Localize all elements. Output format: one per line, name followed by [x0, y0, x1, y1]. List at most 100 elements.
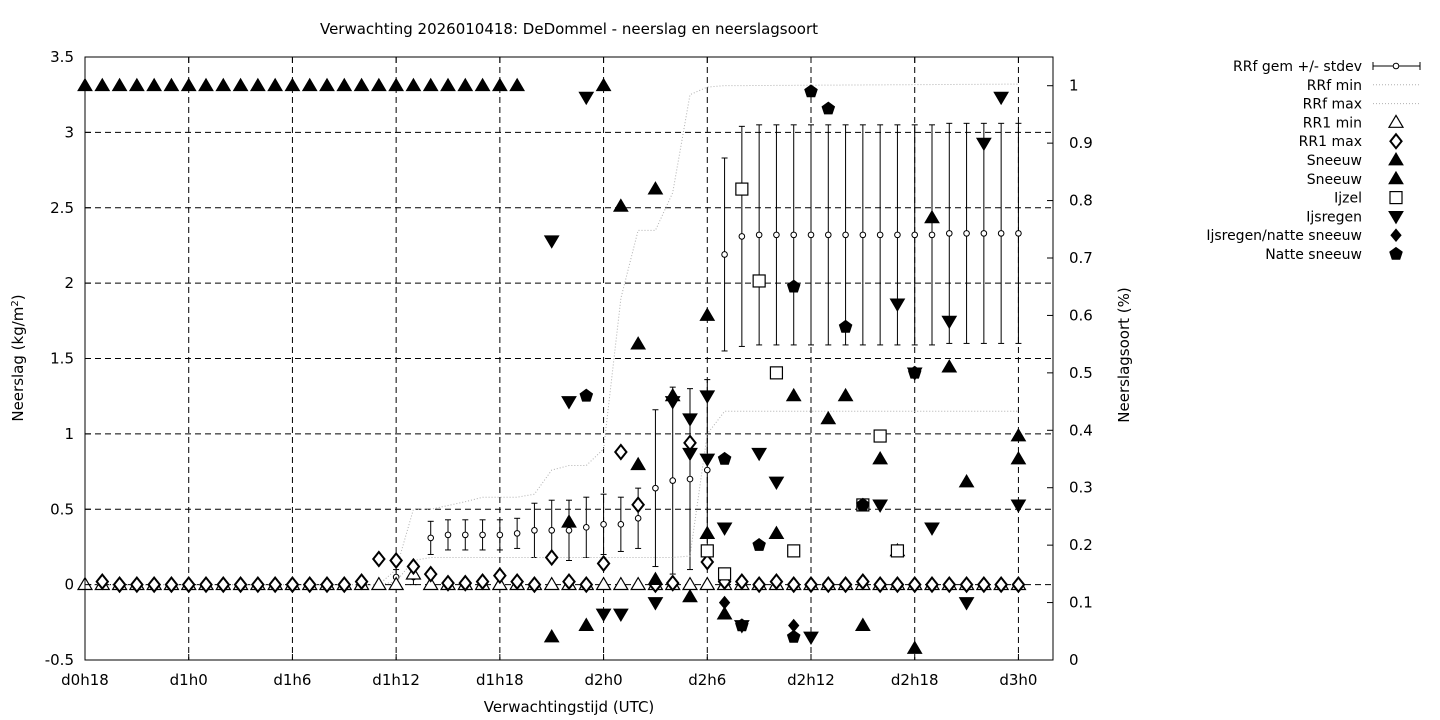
data-point — [111, 77, 128, 92]
y-tick-label: 2.5 — [50, 199, 74, 217]
data-point — [548, 527, 556, 534]
data-point — [249, 77, 266, 92]
data-point — [474, 77, 491, 92]
data-point — [475, 573, 490, 591]
series-rrf-max — [85, 83, 1019, 586]
data-point — [873, 576, 888, 594]
data-point — [180, 77, 197, 92]
data-point — [337, 576, 352, 594]
data-point — [716, 606, 733, 620]
x-tick-label: d2h12 — [787, 671, 835, 689]
data-point — [461, 531, 469, 539]
y2-tick-label: 0.3 — [1069, 479, 1093, 497]
data-point — [595, 77, 612, 92]
data-point — [422, 576, 439, 591]
data-point — [859, 231, 867, 239]
y-axis-label: Neerslag (kg/m2) — [9, 294, 27, 421]
data-point — [872, 499, 889, 513]
data-point — [630, 456, 647, 471]
legend-sample-marker — [1388, 152, 1404, 166]
data-point — [838, 319, 853, 333]
legend-label: Natte sneeuw — [1265, 247, 1362, 263]
data-point — [683, 434, 697, 452]
data-point — [579, 388, 594, 402]
data-point — [907, 365, 922, 379]
data-point — [699, 390, 716, 404]
data-point — [388, 77, 405, 92]
legend-label: Ijsregen/natte sneeuw — [1206, 228, 1362, 244]
data-point — [371, 550, 386, 568]
data-point — [699, 576, 716, 591]
data-point — [1010, 428, 1027, 442]
data-point — [751, 447, 768, 462]
y-axis-label-main: Neerslag (kg/m — [9, 307, 27, 422]
data-point — [769, 573, 784, 591]
data-point — [734, 573, 749, 591]
x-tick-label: d2h0 — [585, 671, 623, 689]
data-point — [634, 514, 642, 522]
data-point — [600, 521, 607, 528]
data-point — [612, 198, 629, 212]
data-point — [958, 473, 975, 488]
data-point — [95, 573, 110, 591]
x-tick-label: d2h6 — [688, 671, 726, 689]
data-point — [925, 576, 939, 594]
series-ijsregen-natte-sneeuw — [718, 595, 800, 633]
x-tick-label: d1h12 — [372, 671, 420, 689]
plot-data — [76, 77, 1027, 654]
data-point — [647, 181, 664, 195]
y2-tick-label: 0.9 — [1069, 134, 1093, 152]
data-point — [717, 451, 732, 465]
data-point — [233, 576, 248, 594]
data-point — [652, 484, 659, 492]
data-point — [531, 527, 538, 534]
data-point — [630, 576, 647, 591]
data-point — [976, 576, 991, 594]
data-point — [491, 77, 508, 92]
series-ijzel — [700, 182, 905, 581]
data-point — [941, 315, 958, 330]
y2-axis-label: Neerslagsoort (%) — [1115, 287, 1133, 422]
legend-sample-marker — [1388, 211, 1404, 225]
data-point — [617, 521, 625, 528]
legend: RRf gem +/- stdev RRf min RRf max RR1 min RR… — [1206, 59, 1421, 263]
data-point — [492, 566, 507, 585]
data-point — [1015, 230, 1022, 237]
data-point — [735, 182, 749, 196]
y2-tick-label: 0.1 — [1069, 594, 1093, 612]
data-point — [790, 231, 798, 239]
data-point — [924, 522, 940, 536]
data-point — [980, 230, 988, 237]
legend-item: Ijsregen — [1306, 209, 1404, 225]
legend-sample-marker — [1389, 191, 1403, 205]
data-point — [682, 588, 698, 603]
data-point — [496, 531, 504, 539]
data-point — [718, 595, 731, 610]
data-point — [786, 629, 801, 643]
data-point — [738, 233, 746, 240]
y-tick-label: 3.5 — [50, 48, 74, 66]
data-point — [876, 231, 884, 239]
data-point — [997, 230, 1005, 237]
data-point — [665, 574, 680, 592]
data-point — [543, 629, 560, 643]
y-tick-label: 1 — [64, 425, 74, 443]
data-point — [928, 231, 936, 239]
data-point — [579, 576, 594, 594]
data-point — [716, 522, 733, 536]
legend-label: RRf max — [1303, 97, 1362, 113]
data-point — [785, 387, 802, 402]
y-tick-label: 0 — [64, 576, 74, 594]
data-point — [664, 396, 681, 410]
data-point — [422, 77, 439, 92]
data-point — [354, 573, 369, 591]
y-tick-label: -0.5 — [45, 651, 74, 669]
data-point — [787, 544, 801, 558]
data-point — [268, 576, 283, 594]
data-point — [838, 576, 853, 594]
data-point — [717, 567, 732, 581]
data-point — [682, 413, 698, 427]
legend-item: Ijsregen/natte sneeuw — [1206, 228, 1402, 244]
data-point — [440, 77, 456, 92]
